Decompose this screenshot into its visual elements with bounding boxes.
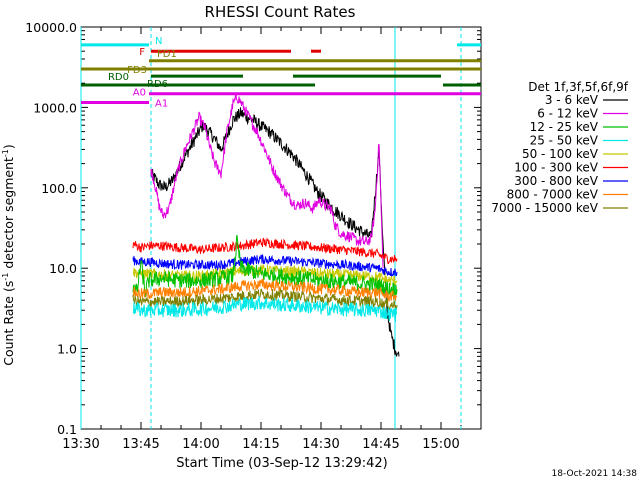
series-line-3	[132, 236, 398, 265]
flag-label-rd6: RD6	[147, 79, 168, 90]
legend-title: Det 1f,3f,5f,6f,9f	[528, 80, 628, 94]
x-tick-label: 14:00	[182, 437, 219, 452]
y-tick-label: 10.0	[49, 261, 77, 276]
legend-entry-label: 300 - 800 keV	[514, 174, 598, 188]
series-line-4	[132, 254, 398, 278]
x-axis-label: Start Time (03-Sep-12 13:29:42)	[176, 456, 387, 471]
x-tick-label: 13:30	[62, 437, 99, 452]
y-axis-label: Count Rate (s-1 detector segment-1)	[1, 144, 16, 366]
legend-entry-label: 25 - 50 keV	[530, 134, 599, 148]
y-tick-label: 0.1	[57, 422, 77, 437]
chart-title: RHESSI Count Rates	[205, 3, 356, 21]
series-line-1	[150, 107, 400, 357]
y-axis-label-mid: detector segment	[1, 157, 16, 273]
y-axis-ticks: 10000.0 1000.0 100.0 10.0 1.0 0.1	[25, 20, 481, 437]
svg-text:Count Rate (s-1 detector segme: Count Rate (s-1 detector segment-1)	[1, 144, 16, 366]
y-axis-label-main: Count Rate (s	[1, 281, 16, 366]
x-axis-ticks: 13:30 13:45 14:00 14:15 14:30 14:45 15:00	[62, 27, 482, 452]
x-tick-label: 15:00	[422, 437, 459, 452]
legend-entry-label: 100 - 300 keV	[514, 161, 598, 175]
timestamp-label: 18-Oct-2021 14:38	[552, 469, 638, 479]
x-tick-label: 14:30	[302, 437, 339, 452]
x-tick-label: 14:15	[242, 437, 279, 452]
y-axis-label-sup1: -1	[1, 273, 10, 281]
y-axis-label-end: )	[1, 144, 16, 149]
flag-label-f: F	[139, 47, 145, 58]
series-line-9	[132, 296, 398, 322]
plot-area: 10000.0 1000.0 100.0 10.0 1.0 0.113:30 13:45 14…	[25, 20, 482, 452]
y-tick-label: 10000.0	[25, 20, 77, 35]
x-tick-label: 14:45	[362, 437, 399, 452]
x-tick-label: 13:45	[122, 437, 159, 452]
flag-label-a0: A0	[133, 88, 146, 99]
legend-entry-label: 800 - 7000 keV	[507, 188, 599, 202]
legend-entry-label: 7000 - 15000 keV	[491, 201, 598, 215]
flag-label-n: N	[155, 36, 162, 47]
y-tick-label: 1000.0	[33, 100, 77, 115]
legend-entry-label: 12 - 25 keV	[530, 120, 599, 134]
flag-label-rd0: RD0	[108, 72, 129, 83]
flag-label-a1: A1	[155, 99, 168, 110]
flag-label-fd3: FD3	[127, 65, 147, 76]
legend-entry-label: 3 - 6 keV	[545, 93, 599, 107]
flag-label-fd1: FD1	[157, 49, 177, 60]
y-tick-label: 100.0	[41, 181, 77, 196]
series-line-6	[132, 234, 398, 299]
legend-entry-label: 50 - 100 keV	[522, 147, 599, 161]
series-line-2	[150, 93, 384, 269]
y-tick-label: 1.0	[57, 342, 77, 357]
y-axis-label-sup2: -1	[1, 149, 10, 157]
legend-entry-label: 6 - 12 keV	[537, 107, 599, 121]
series-line-7	[132, 277, 398, 303]
